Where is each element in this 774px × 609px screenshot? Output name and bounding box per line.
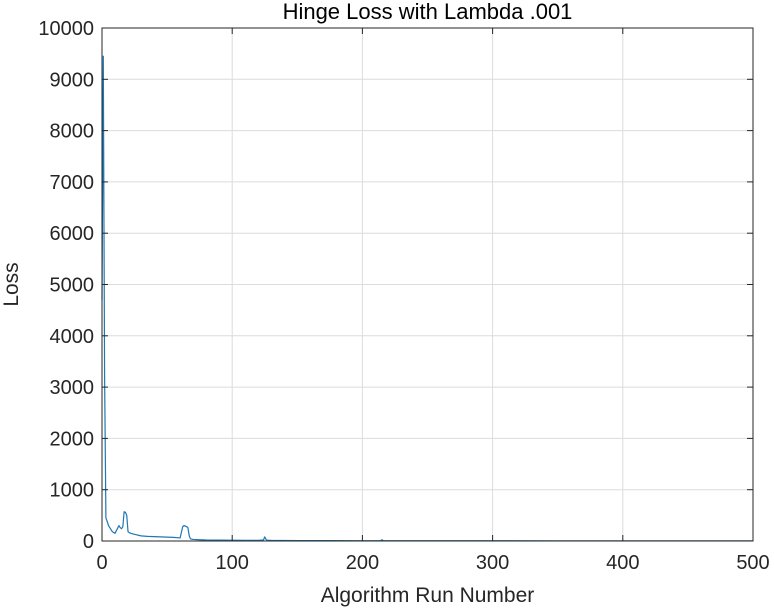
x-tick-label: 300 xyxy=(476,552,509,574)
chart-title: Hinge Loss with Lambda .001 xyxy=(283,0,573,24)
grid-lines xyxy=(101,27,754,542)
series-layer xyxy=(101,55,753,542)
y-tick-label: 7000 xyxy=(50,172,95,194)
x-tick-label: 400 xyxy=(606,552,639,574)
y-tick-label: 9000 xyxy=(50,69,95,91)
y-tick-label: 2000 xyxy=(50,428,95,450)
y-tick-label: 3000 xyxy=(50,377,95,399)
series-line-0 xyxy=(101,55,753,542)
y-tick-label: 8000 xyxy=(50,121,95,143)
y-tick-label: 0 xyxy=(83,531,94,553)
y-tick-label: 5000 xyxy=(50,275,95,297)
x-tick-label: 0 xyxy=(96,552,107,574)
axis-ticks: 0 100 200 300 400 500010002000300040005000600… xyxy=(38,18,769,574)
y-tick-label: 6000 xyxy=(50,223,95,245)
x-tick-label: 100 xyxy=(216,552,249,574)
y-axis-title: Loss xyxy=(0,262,23,306)
y-tick-label: 1000 xyxy=(50,480,95,502)
x-axis-title: Algorithm Run Number xyxy=(321,584,535,607)
x-tick-label: 500 xyxy=(736,552,769,574)
x-tick-label: 200 xyxy=(346,552,379,574)
y-tick-label: 4000 xyxy=(50,326,95,348)
y-tick-label: 10000 xyxy=(38,18,94,40)
